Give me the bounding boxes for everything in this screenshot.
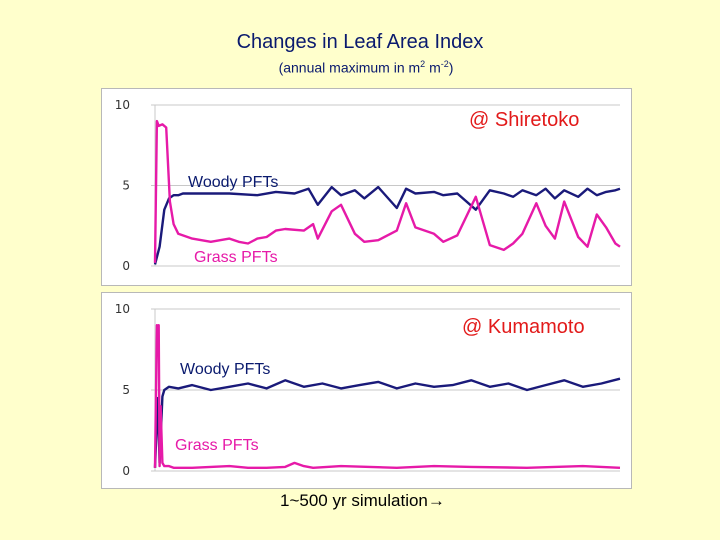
subtitle-exp-2: -2 (440, 59, 449, 69)
woody-label-kumamoto: Woody PFTs (180, 361, 271, 378)
subtitle-exp-1: 2 (420, 59, 426, 69)
y-tick-label: 5 (122, 179, 130, 193)
grass-series-line (153, 119, 621, 263)
y-tick-label: 10 (115, 302, 130, 316)
y-tick-label: 0 (122, 464, 130, 478)
subtitle-main: (annual maximum in m (278, 59, 421, 76)
y-tick-label: 10 (115, 98, 130, 112)
grass-series-line (153, 324, 621, 470)
woody-series-line (153, 185, 621, 265)
simulation-caption: 1~500 yr simulation→ (280, 491, 445, 511)
subtitle-mid: m (425, 59, 441, 76)
subtitle-end: ) (448, 59, 454, 76)
slide-title: Changes in Leaf Area Index (236, 31, 484, 53)
lai-chart-shiretoko: 10 5 0 (115, 98, 621, 273)
chart-panel-kumamoto: 10 5 0 @ Kumamoto Woody PFTs Grass PFTs (101, 292, 632, 489)
chart-panel-shiretoko: 10 5 0 @ Shiretoko Woody PFTs Grass PFTs (101, 88, 632, 286)
lai-chart-kumamoto: 10 5 0 (115, 302, 621, 478)
grass-label-kumamoto: Grass PFTs (175, 437, 259, 454)
location-label-kumamoto: @ Kumamoto (462, 316, 585, 338)
slide-subtitle: (annual maximum in m2 m-2) (0, 59, 720, 76)
simulation-caption-text: 1~500 yr simulation (280, 491, 428, 510)
y-tick-label: 0 (122, 259, 130, 273)
y-tick-label: 5 (122, 383, 130, 397)
woody-series-line (153, 377, 621, 468)
grass-label-shiretoko: Grass PFTs (194, 249, 278, 266)
woody-label-shiretoko: Woody PFTs (188, 174, 279, 191)
arrow-right-icon: → (427, 491, 445, 510)
location-label-shiretoko: @ Shiretoko (469, 109, 580, 131)
